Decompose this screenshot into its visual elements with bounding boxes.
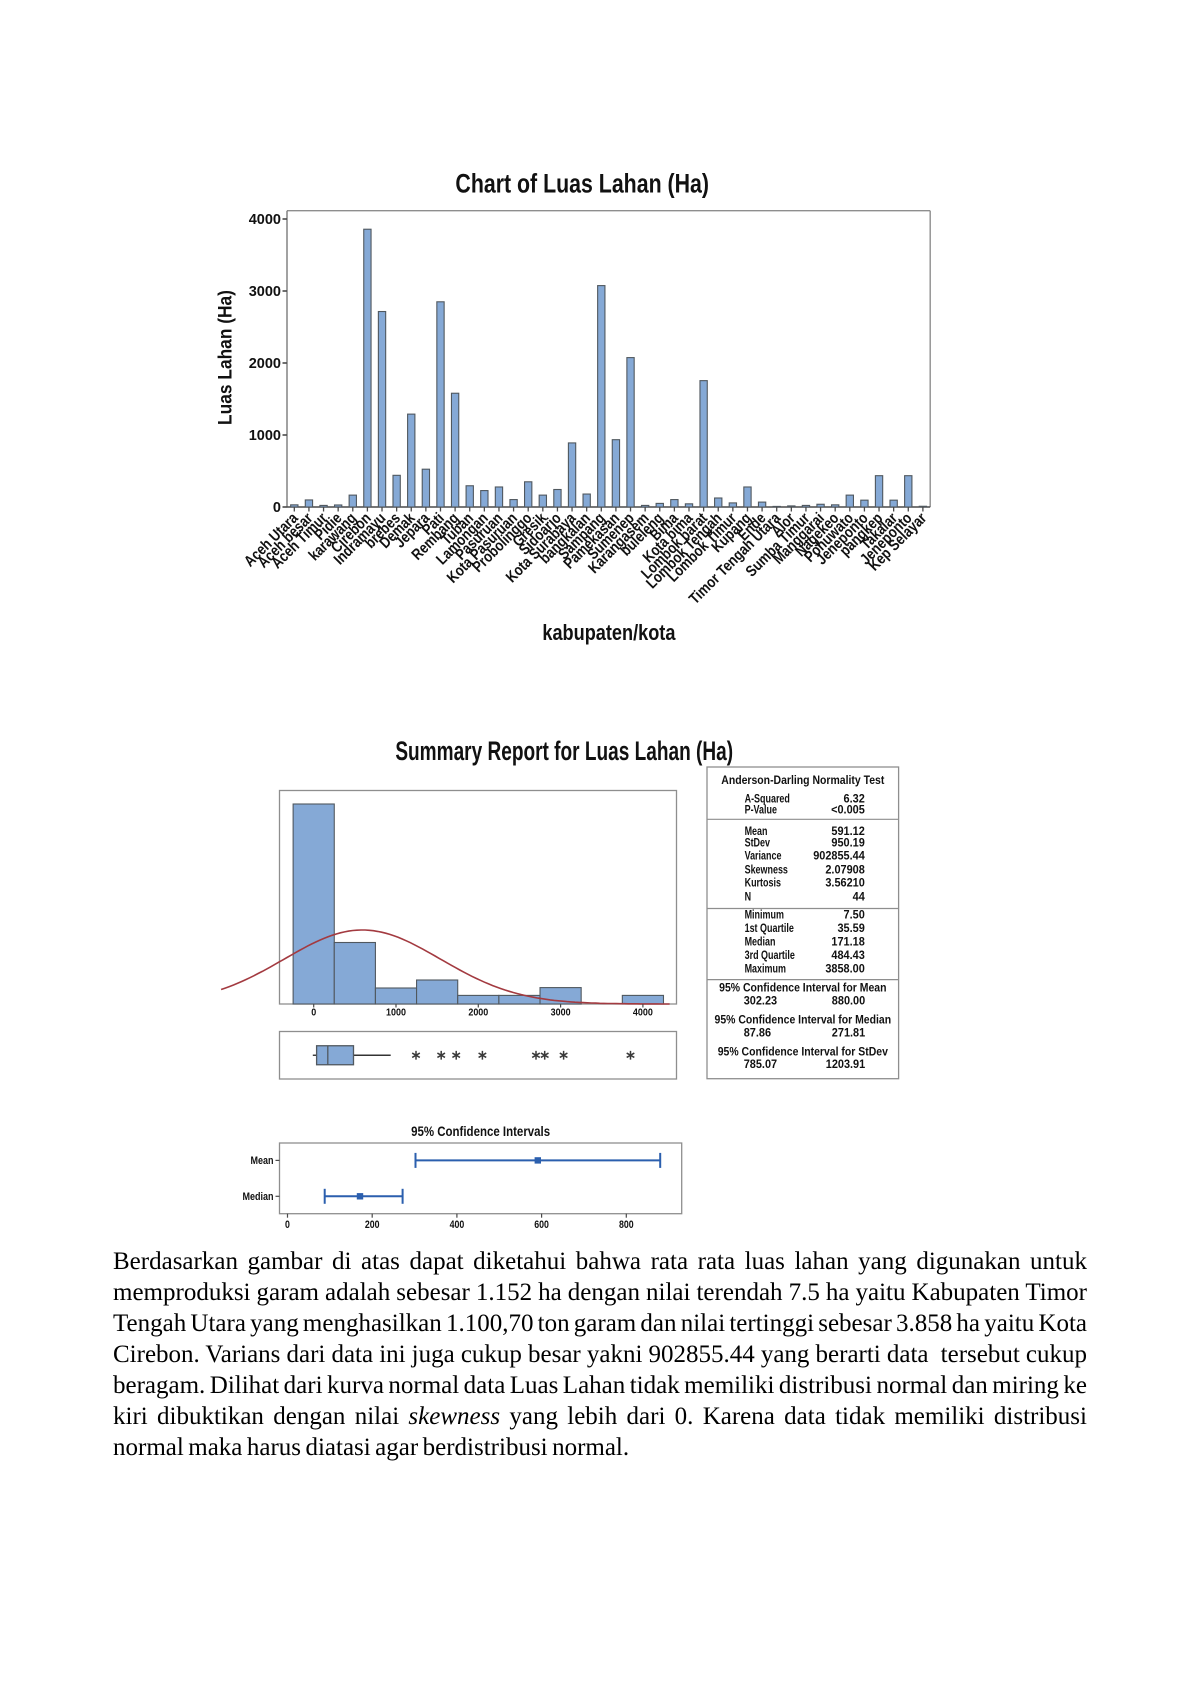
svg-text:Mean: Mean [250, 1155, 273, 1167]
svg-text:3858.00: 3858.00 [825, 963, 864, 975]
svg-text:StDev: StDev [745, 837, 771, 849]
svg-text:271.81: 271.81 [832, 1027, 865, 1039]
svg-text:4000: 4000 [633, 1007, 653, 1019]
svg-text:N: N [745, 892, 751, 904]
svg-text:95% Confidence Interval for Me: 95% Confidence Interval for Mean [719, 982, 886, 995]
svg-text:Anderson-Darling Normality Tes: Anderson-Darling Normality Test [721, 774, 884, 787]
svg-text:484.43: 484.43 [831, 950, 864, 962]
svg-text:<0.005: <0.005 [831, 804, 865, 816]
svg-text:800: 800 [619, 1219, 634, 1231]
svg-text:Mean: Mean [745, 826, 768, 838]
svg-text:1203.91: 1203.91 [826, 1059, 865, 1071]
svg-text:Luas Lahan (Ha): Luas Lahan (Ha) [215, 290, 236, 425]
svg-text:P-Value: P-Value [745, 805, 778, 817]
svg-text:1000: 1000 [249, 428, 281, 444]
svg-text:200: 200 [365, 1219, 380, 1231]
svg-text:Chart of Luas Lahan (Ha): Chart of Luas Lahan (Ha) [455, 169, 709, 199]
svg-text:3000: 3000 [551, 1007, 571, 1019]
svg-text:Minimum: Minimum [745, 909, 784, 921]
svg-text:44: 44 [853, 891, 866, 903]
svg-text:171.18: 171.18 [831, 936, 864, 948]
svg-text:Median: Median [242, 1191, 273, 1203]
svg-text:902855.44: 902855.44 [813, 850, 865, 862]
svg-text:3000: 3000 [249, 284, 281, 300]
svg-text:1st Quartile: 1st Quartile [745, 923, 795, 935]
svg-text:Skewness: Skewness [745, 865, 789, 877]
svg-text:Kurtosis: Kurtosis [745, 878, 782, 890]
svg-text:0: 0 [285, 1219, 290, 1231]
svg-text:Summary Report for Luas Lahan: Summary Report for Luas Lahan (Ha) [395, 736, 733, 766]
svg-text:0: 0 [273, 500, 281, 516]
svg-text:2000: 2000 [468, 1007, 488, 1019]
svg-text:Maximum: Maximum [745, 963, 786, 975]
svg-text:785.07: 785.07 [744, 1059, 777, 1071]
svg-text:Median: Median [745, 937, 776, 949]
svg-text:302.23: 302.23 [744, 995, 777, 1007]
svg-text:880.00: 880.00 [832, 995, 865, 1007]
svg-text:6.32: 6.32 [844, 793, 865, 805]
svg-text:95% Confidence Interval for St: 95% Confidence Interval for StDev [718, 1046, 889, 1059]
svg-text:400: 400 [450, 1219, 465, 1231]
svg-text:950.19: 950.19 [831, 837, 864, 849]
svg-text:7.50: 7.50 [844, 909, 865, 921]
svg-text:35.59: 35.59 [837, 923, 864, 935]
svg-text:591.12: 591.12 [831, 826, 864, 838]
svg-text:95% Confidence Interval for Me: 95% Confidence Interval for Median [715, 1014, 892, 1027]
svg-text:0: 0 [311, 1007, 316, 1019]
svg-text:3.56210: 3.56210 [825, 877, 864, 889]
svg-text:87.86: 87.86 [744, 1027, 771, 1039]
svg-text:Variance: Variance [745, 851, 782, 863]
svg-text:1000: 1000 [386, 1007, 406, 1019]
svg-text:A-Squared: A-Squared [745, 794, 790, 806]
svg-text:95% Confidence Intervals: 95% Confidence Intervals [411, 1123, 550, 1139]
svg-text:3rd Quartile: 3rd Quartile [745, 950, 796, 962]
svg-text:kabupaten/kota: kabupaten/kota [542, 621, 676, 645]
svg-text:2000: 2000 [249, 356, 281, 372]
svg-text:2.07908: 2.07908 [825, 864, 864, 876]
svg-text:600: 600 [534, 1219, 549, 1231]
svg-text:4000: 4000 [249, 212, 281, 228]
